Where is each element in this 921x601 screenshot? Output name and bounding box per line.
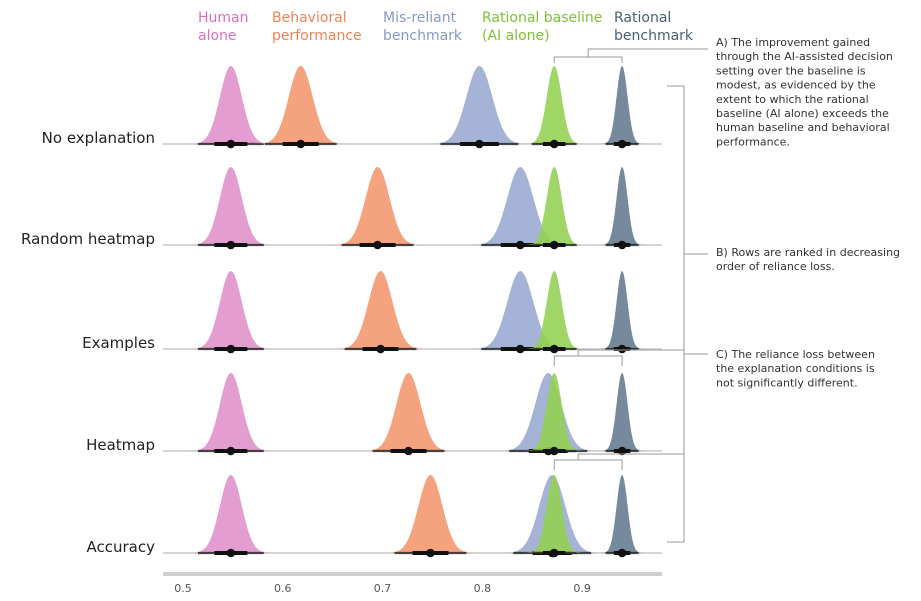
annotation-b-text: B) Rows are ranked in decreasing (716, 246, 900, 259)
annotation-b-text: order of reliance loss. (716, 260, 835, 273)
x-tick-label: 0.7 (374, 582, 392, 595)
density-curve (187, 373, 275, 451)
x-tick-label: 0.6 (274, 582, 292, 595)
median-point (549, 139, 559, 149)
density-curve (332, 271, 429, 349)
median-point (226, 139, 236, 149)
series-header-label: benchmark (383, 28, 463, 44)
density-curve (252, 66, 349, 144)
row-label: No explanation (42, 129, 155, 147)
median-point (515, 344, 525, 354)
median-point (549, 240, 559, 250)
density-curve (600, 167, 644, 245)
series-header-label: (AI alone) (482, 28, 550, 44)
annotation-c-text: the explanation conditions is (716, 362, 875, 375)
median-point (617, 446, 627, 456)
row-label: Random heatmap (21, 230, 155, 248)
x-tick-label: 0.5 (174, 582, 192, 595)
annotation-a-text: extent to which the rational (716, 93, 869, 106)
annotation-b-bracket (667, 85, 708, 543)
annotation-a-text: through the AI-assisted decision (716, 50, 893, 63)
series-header-label: Mis-reliant (383, 10, 457, 26)
x-axis-line (163, 572, 662, 576)
median-point (549, 446, 559, 456)
density-curve (360, 373, 457, 451)
median-point (617, 240, 627, 250)
annotation-c-bracket (553, 453, 684, 470)
series-header-label: Rational baseline (482, 10, 602, 26)
series-header-label: Human (198, 10, 249, 26)
median-point (373, 240, 382, 250)
density-curve (600, 66, 644, 144)
annotation-a-text: setting over the baseline is (716, 64, 866, 77)
density-curve (600, 271, 644, 349)
density-curve (427, 66, 532, 144)
median-point (515, 240, 525, 250)
median-point (475, 139, 484, 149)
series-header-label: performance (272, 28, 362, 44)
density-curve (524, 66, 585, 144)
row-label: Accuracy (87, 538, 156, 556)
median-point (549, 344, 559, 354)
median-point (617, 548, 627, 558)
density-curve (187, 167, 275, 245)
median-point (617, 139, 627, 149)
median-point (226, 344, 236, 354)
x-tick-label: 0.9 (573, 582, 591, 595)
annotation-c-text: not significantly different. (716, 376, 858, 389)
annotation-a-text: baseline (AI alone) exceeds the (716, 107, 889, 120)
annotation-c-bracket (553, 349, 684, 366)
median-point (549, 548, 559, 558)
density-curve (524, 475, 585, 553)
median-point (617, 344, 627, 354)
density-curve (524, 373, 585, 451)
median-point (226, 446, 236, 456)
density-curve (524, 167, 585, 245)
row-label: Examples (82, 334, 155, 352)
density-curve (329, 167, 426, 245)
density-curve (187, 66, 275, 144)
median-point (376, 344, 385, 354)
density-curve (187, 475, 275, 553)
series-header-label: Behavioral (272, 10, 347, 26)
median-point (226, 548, 236, 558)
series-header-label: benchmark (614, 28, 694, 44)
density-curve (600, 475, 644, 553)
annotation-a-text: modest, as evidenced by the (716, 79, 876, 92)
density-curve (468, 167, 573, 245)
row-label: Heatmap (86, 436, 155, 454)
density-curve (524, 271, 585, 349)
median-point (226, 240, 236, 250)
annotation-a-text: human baseline and behavioral (716, 121, 890, 134)
series-header-label: Rational (614, 10, 671, 26)
annotation-a-bracket (553, 48, 708, 63)
median-point (296, 139, 306, 149)
median-point (404, 446, 413, 456)
annotation-a-text: performance. (716, 135, 790, 148)
annotation-a-text: A) The improvement gained (716, 36, 870, 49)
x-tick-label: 0.8 (474, 582, 492, 595)
median-point (426, 548, 435, 558)
annotation-c-text: C) The reliance loss between (716, 348, 875, 361)
density-curve (468, 271, 573, 349)
density-curve (600, 373, 644, 451)
density-curve (382, 475, 479, 553)
density-curve (187, 271, 275, 349)
series-header-label: alone (198, 28, 237, 44)
